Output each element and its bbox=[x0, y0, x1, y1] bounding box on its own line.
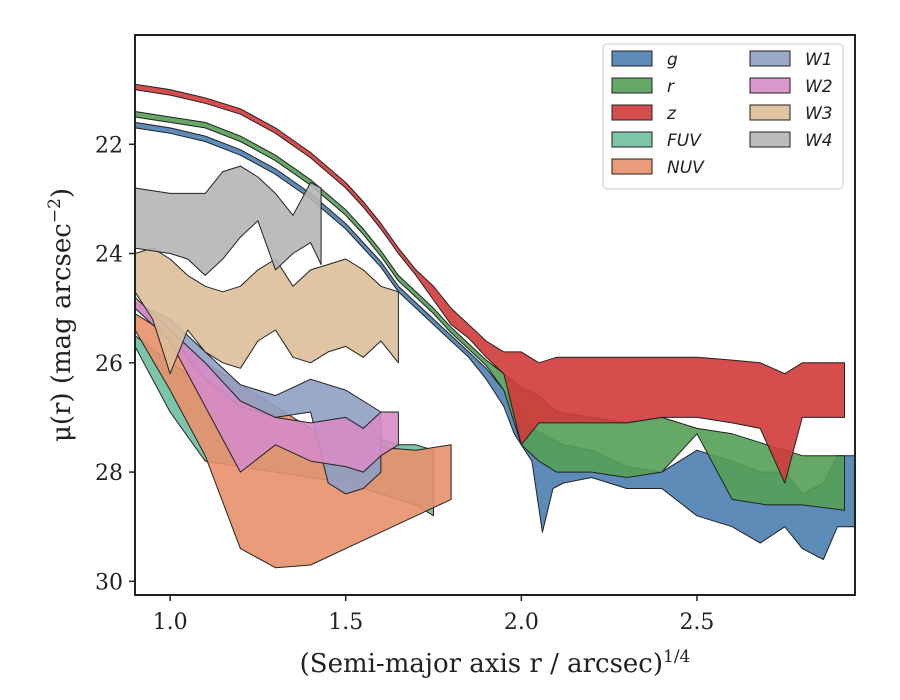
legend-label-w3: W3 bbox=[805, 104, 833, 124]
legend-swatch-g bbox=[611, 50, 653, 67]
legend-swatch-r bbox=[611, 77, 653, 94]
legend-swatch-fuv bbox=[611, 131, 653, 148]
y-axis-label-tail: ) bbox=[47, 188, 77, 198]
legend-label-fuv: FUV bbox=[667, 131, 702, 151]
x-tick-label: 2.5 bbox=[679, 610, 714, 635]
series-band-w2 bbox=[134, 296, 399, 473]
series-band-z bbox=[134, 83, 845, 484]
legend-swatch-w4 bbox=[749, 131, 791, 148]
y-tick-label: 22 bbox=[95, 133, 123, 158]
plot-frame bbox=[134, 34, 856, 596]
legend-label-g: g bbox=[667, 50, 678, 70]
y-tick-label: 28 bbox=[95, 461, 123, 486]
x-tick-label: 1.0 bbox=[153, 610, 188, 635]
y-axis-label: μ(r) (mag arcsec−2) bbox=[45, 188, 77, 442]
x-tick-label: 1.5 bbox=[328, 610, 363, 635]
y-tick-label: 26 bbox=[95, 352, 123, 377]
legend-label-w4: W4 bbox=[805, 131, 833, 151]
y-tick-label: 24 bbox=[95, 243, 123, 268]
y-axis-ticks: 22 24 26 28 30 bbox=[95, 133, 135, 595]
legend-swatch-nuv bbox=[611, 158, 653, 175]
y-axis-label-main: μ(r) (mag arcsec bbox=[47, 223, 77, 442]
legend-label-r: r bbox=[667, 77, 675, 97]
x-axis-label-exponent: 1/4 bbox=[663, 647, 690, 667]
x-axis-ticks: 1.0 1.5 2.0 2.5 bbox=[153, 595, 714, 635]
legend: grz FUV NUV W1 W2 W3 W4 bbox=[602, 43, 844, 190]
series-band-r bbox=[134, 111, 845, 511]
x-axis-label: (Semi-major axis r / arcsec)1/4 bbox=[300, 647, 691, 679]
legend-label-z: z bbox=[666, 104, 677, 124]
legend-swatch-w2 bbox=[749, 77, 791, 94]
plot-areas bbox=[134, 83, 856, 569]
y-axis-label-exponent: −2 bbox=[45, 198, 65, 223]
y-tick-label: 30 bbox=[95, 570, 123, 595]
legend-swatch-w3 bbox=[749, 104, 791, 121]
legend-label-nuv: NUV bbox=[667, 158, 705, 178]
x-tick-label: 2.0 bbox=[504, 610, 539, 635]
series-band-w4 bbox=[134, 165, 322, 276]
series-band-w3 bbox=[134, 247, 399, 375]
legend-label-w2: W2 bbox=[805, 77, 833, 97]
legend-label-w1: W1 bbox=[805, 50, 833, 70]
x-axis-label-main: (Semi-major axis r / arcsec) bbox=[300, 649, 663, 679]
legend-swatch-z bbox=[611, 104, 653, 121]
legend-swatch-w1 bbox=[749, 50, 791, 67]
